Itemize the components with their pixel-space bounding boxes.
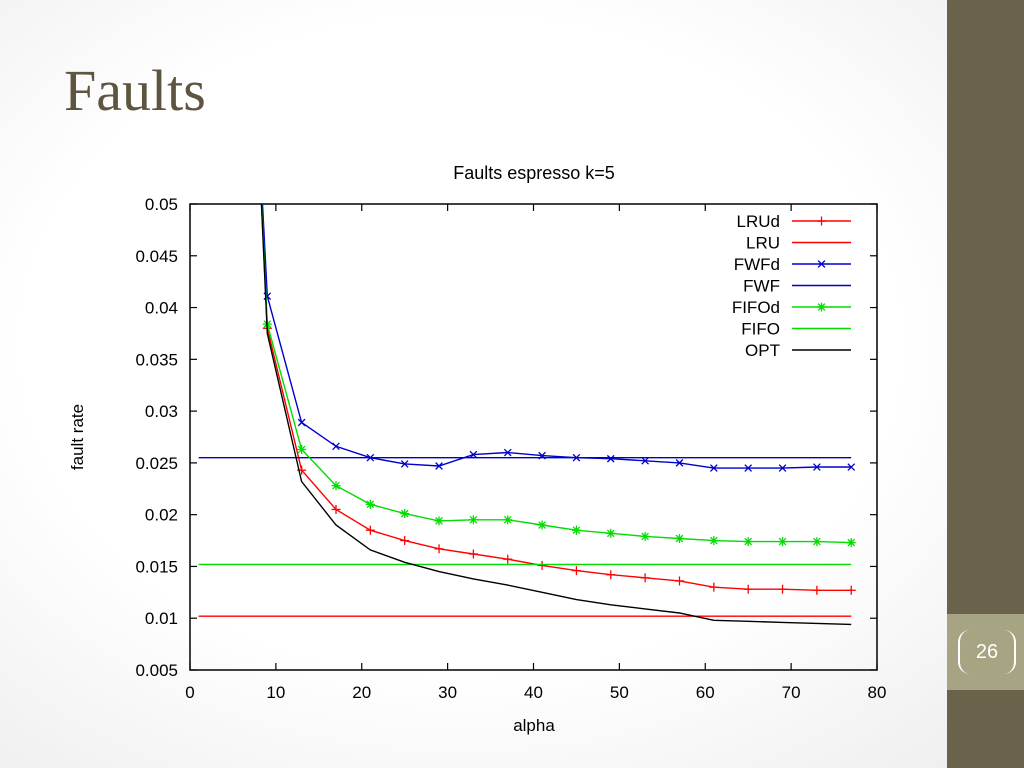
data-point-fwfd: [297, 418, 306, 427]
y-tick-label: 0.04: [145, 299, 178, 318]
data-point-fwfd: [710, 464, 718, 472]
legend-label-fifod: FIFOd: [732, 298, 780, 317]
legend-label-opt: OPT: [745, 341, 780, 360]
series-line-opt: [260, 204, 852, 626]
data-point-lrud: [468, 549, 478, 559]
legend-marker-lrud: [817, 216, 826, 226]
legend-label-fifo: FIFO: [741, 320, 780, 339]
data-point-lrud: [365, 525, 375, 535]
data-point-fifod: [434, 516, 444, 526]
data-point-lrud: [778, 584, 788, 594]
data-point-lrud: [400, 536, 410, 546]
y-tick-label: 0.025: [135, 454, 178, 473]
data-point-fwfd: [641, 456, 649, 465]
data-point-fifod: [571, 525, 581, 535]
x-axis-label: alpha: [513, 716, 555, 735]
data-point-fifod: [250, 44, 259, 53]
data-point-fwfd: [675, 459, 684, 467]
data-point-fwfd: [400, 460, 409, 468]
data-point-fwfd: [435, 462, 443, 470]
legend: LRUd LRU FWFd FWF FIFOd FIFO OPT: [732, 212, 851, 360]
data-point-fifod: [674, 533, 684, 543]
x-tick-label: 50: [610, 683, 629, 702]
legend-marker-fifod: [817, 302, 826, 312]
data-point-fwfd: [606, 454, 615, 463]
legend-label-lrud: LRUd: [737, 212, 780, 231]
x-tick-label: 60: [696, 683, 715, 702]
x-tick-label: 30: [438, 683, 457, 702]
fault-rate-chart: Faults espresso k=5 0 10 20 30 40 50 60 70 80 0.0…: [68, 44, 886, 735]
data-point-fifod: [365, 499, 375, 509]
data-point-fwfd: [744, 464, 753, 472]
data-point-fifod: [812, 537, 822, 547]
x-tick-label: 40: [524, 683, 543, 702]
y-tick-label: 0.03: [145, 402, 178, 421]
legend-label-fwf: FWF: [743, 277, 780, 296]
y-tick-label: 0.045: [135, 247, 178, 266]
legend-label-lru: LRU: [746, 234, 780, 253]
axis-ticks: 0 10 20 30 40 50 60 70 80 0.005 0.01 0.015 0.02 0.025…: [135, 195, 886, 702]
series-lines: [198, 44, 856, 626]
y-tick-label: 0.035: [135, 350, 178, 369]
data-point-fifod: [400, 509, 410, 519]
data-point-lrud: [743, 584, 753, 594]
slide-title: Faults: [64, 58, 206, 123]
x-tick-label: 80: [868, 683, 887, 702]
y-tick-label: 0.005: [135, 661, 178, 680]
y-tick-label: 0.05: [145, 195, 178, 214]
data-point-lrud: [331, 504, 341, 514]
data-point-fifod: [537, 520, 547, 530]
data-point-fifod: [778, 537, 788, 547]
data-point-fwfd: [469, 450, 478, 459]
data-point-fifod: [743, 537, 753, 547]
data-point-fifod: [606, 528, 616, 538]
data-point-fifod: [503, 515, 513, 525]
data-point-fwfd: [251, 45, 258, 52]
y-tick-label: 0.01: [145, 609, 178, 628]
data-point-lrud: [250, 44, 259, 53]
y-tick-label: 0.015: [135, 557, 178, 576]
x-tick-label: 0: [185, 683, 194, 702]
data-point-lrud: [571, 566, 581, 576]
x-tick-label: 70: [782, 683, 801, 702]
data-point-fifod: [640, 531, 650, 541]
data-point-lrud: [434, 544, 444, 554]
data-point-fwfd: [778, 464, 787, 472]
data-point-lrud: [709, 582, 719, 592]
data-point-fwfd: [332, 442, 340, 451]
y-tick-label: 0.02: [145, 506, 178, 525]
legend-marker-fwfd: [817, 260, 826, 268]
data-point-lrud: [503, 554, 513, 564]
data-point-fwfd: [813, 463, 821, 471]
x-tick-label: 10: [266, 683, 285, 702]
data-point-lrud: [674, 576, 684, 586]
legend-label-fwfd: FWFd: [734, 255, 780, 274]
data-point-fifod: [709, 536, 719, 546]
data-point-fwfd: [847, 463, 856, 471]
data-point-lrud: [537, 560, 547, 570]
x-tick-label: 20: [352, 683, 371, 702]
data-point-lrud: [846, 585, 856, 595]
page-number: 26: [958, 630, 1016, 674]
chart-title: Faults espresso k=5: [453, 163, 615, 183]
y-axis-label: fault rate: [68, 404, 87, 470]
data-point-fifod: [846, 538, 856, 548]
data-point-lrud: [606, 570, 616, 580]
data-point-fifod: [468, 515, 478, 525]
data-point-fifod: [297, 444, 307, 454]
data-point-lrud: [812, 585, 822, 595]
data-point-fifod: [331, 481, 341, 491]
data-point-fwfd: [503, 448, 512, 457]
data-point-lrud: [640, 573, 650, 583]
